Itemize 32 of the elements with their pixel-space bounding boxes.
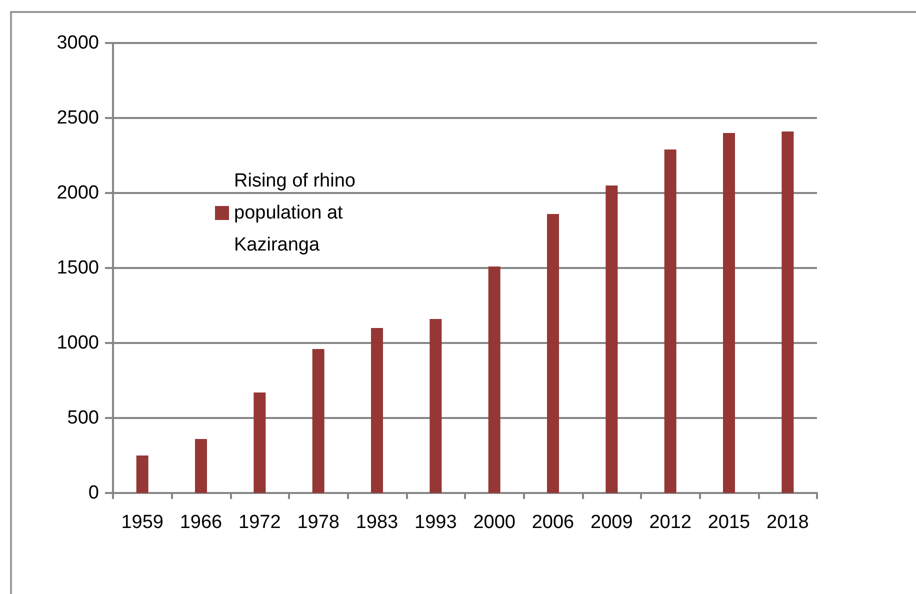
y-tick-label: 2500 [56,108,99,128]
bar [782,132,794,493]
legend-label: Rising of rhino population at Kaziranga [234,170,361,256]
x-tick-label: 2006 [532,512,574,533]
x-tick-label: 2012 [649,512,692,533]
x-tick-label: 2015 [708,512,750,533]
y-tick-label: 0 [88,482,99,504]
y-tick-label: 1000 [56,332,99,354]
x-tick-label: 2000 [473,512,516,533]
bar [312,349,324,493]
y-tick-label: 3000 [56,32,99,54]
bar [371,328,383,493]
x-tick-label: 2009 [590,512,633,533]
x-tick-label: 1959 [121,512,164,533]
bar [488,266,500,493]
y-tick-label: 1500 [56,258,99,278]
bar [664,150,676,493]
x-tick-label: 1978 [297,512,340,533]
bar [430,319,442,493]
x-tick-label: 1993 [414,512,457,533]
y-tick-label: 500 [67,408,99,428]
bar [606,186,618,493]
bar [195,439,207,493]
bar [547,214,559,493]
x-tick-label: 1966 [180,512,222,533]
y-tick-label: 2000 [56,182,99,204]
bar [723,133,735,493]
bar [254,392,266,493]
x-tick-label: 1983 [356,512,398,533]
x-tick-label: 2018 [766,512,809,533]
bar [136,456,148,493]
x-tick-label: 1972 [238,512,281,533]
